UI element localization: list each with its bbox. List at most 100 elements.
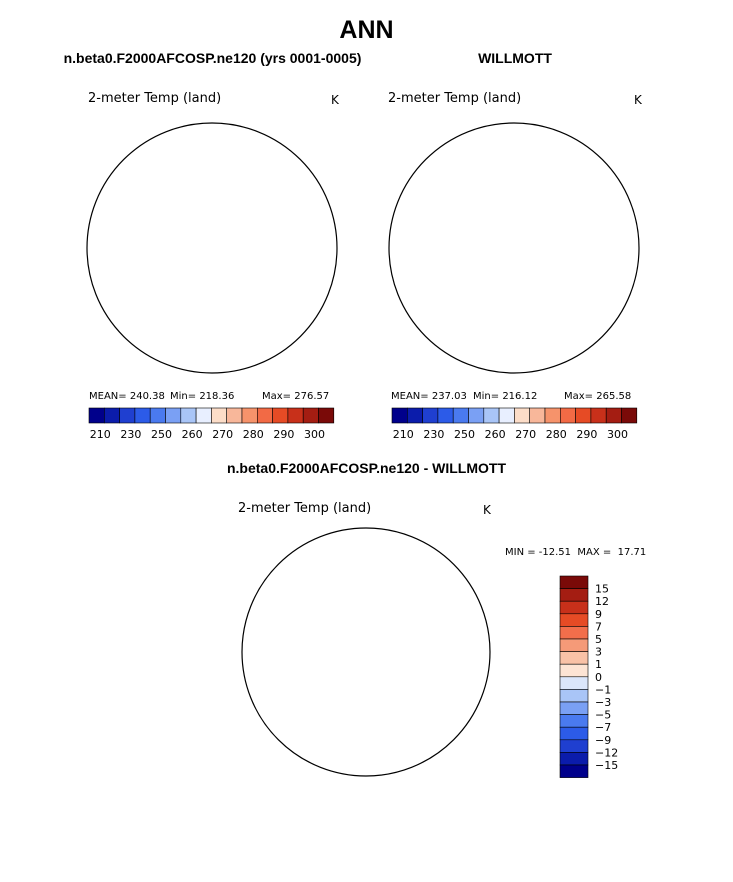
model-stats-max: Max= 276.57 xyxy=(262,391,329,402)
obs-colorbar-swatch xyxy=(391,407,408,424)
model-variable-label: 2-meter Temp (land) xyxy=(88,91,221,106)
model-colorbar-tick-label: 280 xyxy=(243,428,264,441)
obs-colorbar-swatch xyxy=(605,407,622,424)
diff-polar-boundary xyxy=(241,527,491,777)
obs-colorbar-swatch xyxy=(621,407,638,424)
obs-stats-min: Min= 216.12 xyxy=(473,391,537,402)
model-panel-title: n.beta0.F2000AFCOSP.ne120 (yrs 0001-0005… xyxy=(63,50,362,66)
diff-colorbar-swatch xyxy=(559,588,589,602)
diff-colorbar-tick-label: 7 xyxy=(595,620,602,633)
obs-colorbar-tick-label: 290 xyxy=(576,428,597,441)
diff-colorbar-tick-label: 12 xyxy=(595,595,609,608)
model-colorbar-tick-label: 230 xyxy=(120,428,141,441)
model-stats-min: Min= 218.36 xyxy=(170,391,234,402)
model-colorbar: 210 230 250 260 270 280 290 300 xyxy=(88,407,335,441)
model-polar-boundary xyxy=(86,122,338,374)
model-map: 2-meter Temp (land) K MEAN= 240.38 Min= … xyxy=(86,91,340,441)
model-colorbar-tick-label: 300 xyxy=(304,428,325,441)
diff-colorbar-swatch xyxy=(559,752,589,766)
obs-colorbar-tick-label: 300 xyxy=(607,428,628,441)
model-colorbar-swatch xyxy=(287,407,304,424)
diff-colorbar-swatch xyxy=(559,613,589,627)
diff-colorbar-tick-label: 1 xyxy=(595,658,602,671)
model-colorbar-tick-label: 290 xyxy=(273,428,294,441)
diff-colorbar-tick-label: −9 xyxy=(595,734,611,747)
obs-colorbar-tick-label: 260 xyxy=(485,428,506,441)
model-colorbar-swatch xyxy=(241,407,258,424)
model-colorbar-swatch xyxy=(211,407,227,424)
diff-colorbar-swatch xyxy=(559,764,589,778)
diff-colorbar-swatch xyxy=(559,739,589,753)
diff-variable-label: 2-meter Temp (land) xyxy=(238,501,371,516)
diff-colorbar-swatch xyxy=(559,638,589,652)
obs-colorbar-swatch xyxy=(544,407,561,424)
diff-colorbar-tick-label: 3 xyxy=(595,646,602,659)
model-colorbar-swatch xyxy=(302,407,319,424)
model-colorbar-swatch xyxy=(88,407,105,424)
model-colorbar-swatch xyxy=(272,407,289,424)
obs-colorbar-tick-label: 230 xyxy=(423,428,444,441)
model-colorbar-tick-label: 260 xyxy=(182,428,203,441)
model-colorbar-swatch xyxy=(119,407,136,424)
obs-panel-title: WILLMOTT xyxy=(478,50,552,66)
obs-colorbar-swatch xyxy=(575,407,592,424)
diff-colorbar-tick-label: −7 xyxy=(595,721,611,734)
model-colorbar-swatch xyxy=(195,407,212,424)
obs-colorbar-swatch xyxy=(498,407,515,424)
obs-colorbar-swatch xyxy=(406,407,423,424)
diff-panel-title: n.beta0.F2000AFCOSP.ne120 - WILLMOTT xyxy=(226,460,507,476)
page-title: ANN xyxy=(339,16,394,44)
model-colorbar-tick-label: 210 xyxy=(90,428,111,441)
diff-colorbar-tick-label: −3 xyxy=(595,696,611,709)
diff-colorbar-tick-label: −12 xyxy=(595,746,618,759)
diff-colorbar-tick-label: 9 xyxy=(595,608,602,621)
model-colorbar-swatch xyxy=(318,407,335,424)
obs-colorbar-swatch xyxy=(422,407,439,424)
diff-colorbar-tick-label: 5 xyxy=(595,633,602,646)
diff-colorbar-swatch xyxy=(559,626,589,640)
model-colorbar-swatch xyxy=(180,407,197,424)
model-colorbar-swatch xyxy=(134,407,151,424)
obs-colorbar-swatch xyxy=(559,407,576,424)
diff-colorbar-swatch xyxy=(559,676,589,690)
model-colorbar-swatch xyxy=(226,407,243,424)
diff-colorbar-tick-label: −15 xyxy=(595,759,618,772)
obs-variable-label: 2-meter Temp (land) xyxy=(388,91,521,106)
diff-units-label: K xyxy=(483,503,492,517)
model-colorbar-swatch xyxy=(256,407,273,424)
obs-units-label: K xyxy=(634,93,643,107)
model-stats-mean: MEAN= 240.38 xyxy=(89,391,165,402)
diff-colorbar-swatch xyxy=(559,689,589,703)
diff-colorbar-swatch xyxy=(559,714,589,728)
diff-colorbar-tick-label: −1 xyxy=(595,683,611,696)
obs-colorbar-swatch xyxy=(514,407,531,424)
diff-map: 2-meter Temp (land) K MIN = -12.51 MAX =… xyxy=(238,501,646,778)
diff-minmax-label: MIN = -12.51 MAX = 17.71 xyxy=(505,547,646,558)
model-colorbar-tick-label: 270 xyxy=(212,428,233,441)
obs-colorbar-swatch xyxy=(437,407,454,424)
model-colorbar-swatch xyxy=(149,407,166,424)
obs-colorbar-tick-label: 250 xyxy=(454,428,475,441)
model-units-label: K xyxy=(331,93,340,107)
diff-colorbar-tick-label: 15 xyxy=(595,583,609,596)
obs-colorbar-swatch xyxy=(590,407,607,424)
model-colorbar-swatch xyxy=(165,407,182,424)
obs-colorbar-swatch xyxy=(468,407,485,424)
obs-colorbar-swatch xyxy=(452,407,469,424)
obs-colorbar-swatch xyxy=(483,407,500,424)
diff-colorbar-swatch xyxy=(559,651,589,665)
diff-colorbar-tick-label: 0 xyxy=(595,671,602,684)
obs-polar-boundary xyxy=(388,122,640,374)
obs-colorbar: 210 230 250 260 270 280 290 300 xyxy=(391,407,638,441)
obs-colorbar-tick-label: 210 xyxy=(393,428,414,441)
obs-colorbar-tick-label: 280 xyxy=(546,428,567,441)
diff-colorbar-swatch xyxy=(559,600,589,615)
obs-colorbar-swatch xyxy=(529,407,546,424)
diff-colorbar-swatch xyxy=(559,575,589,589)
model-colorbar-tick-label: 250 xyxy=(151,428,172,441)
obs-stats-max: Max= 265.58 xyxy=(564,391,631,402)
obs-map: 2-meter Temp (land) K MEAN= 237.03 Min= … xyxy=(388,91,643,441)
obs-colorbar-tick-label: 270 xyxy=(515,428,536,441)
